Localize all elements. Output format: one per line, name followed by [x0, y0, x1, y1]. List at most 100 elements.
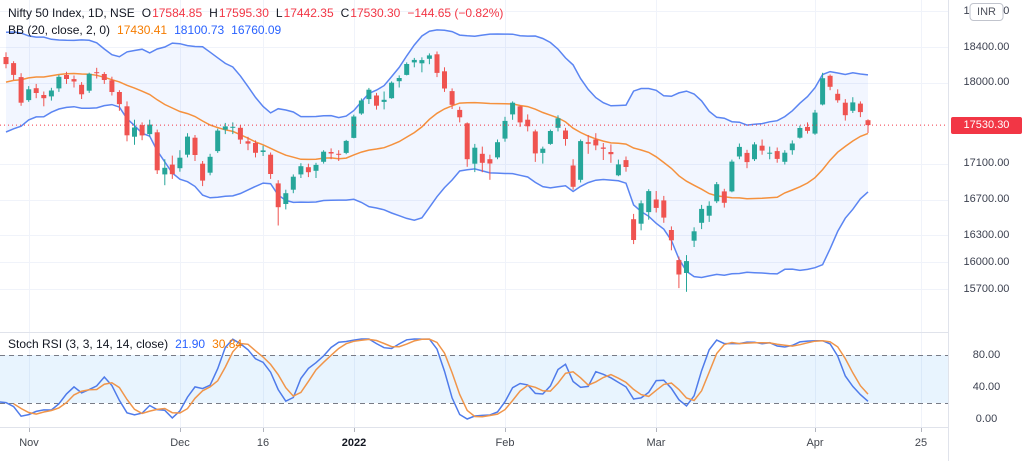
- time-axis-label: 16: [256, 437, 270, 449]
- time-axis-label: Dec: [170, 437, 190, 449]
- candle-body: [774, 151, 780, 159]
- candle-body: [434, 54, 440, 73]
- candle-body: [525, 119, 531, 127]
- candle-body: [139, 125, 145, 136]
- candle-body: [449, 91, 455, 105]
- time-axis-divider: [0, 427, 1024, 428]
- candle-body: [623, 160, 629, 167]
- stoch-k-line: [0, 338, 869, 420]
- candle-body: [547, 131, 553, 144]
- candle-body: [842, 102, 848, 116]
- candle-body: [510, 102, 516, 115]
- candle-body: [260, 150, 266, 152]
- candle-wick: [421, 57, 423, 73]
- candle-body: [101, 74, 107, 80]
- candle-body: [517, 106, 523, 123]
- candle-body: [578, 141, 584, 180]
- candle-body: [94, 72, 100, 74]
- main-chart-pane[interactable]: [0, 0, 948, 332]
- time-axis-tick: [656, 428, 657, 432]
- stoch-band-fill: [0, 355, 948, 403]
- candle-body: [290, 176, 296, 190]
- candle-body: [192, 137, 198, 155]
- price-axis[interactable]: INR 17530.30 18800.0018400.0018000.00171…: [949, 0, 1024, 461]
- currency-toggle-button[interactable]: INR: [969, 3, 1004, 21]
- symbol-title[interactable]: Nifty 50 Index, 1D, NSE: [8, 6, 135, 20]
- candle-body: [109, 80, 115, 92]
- candle-wick: [542, 146, 544, 164]
- candle-body: [585, 142, 591, 144]
- stoch-rsi-label[interactable]: Stoch RSI (3, 3, 14, 14, close): [8, 337, 169, 351]
- bb-upper-value: 18100.73: [174, 23, 225, 37]
- candle-body: [200, 163, 206, 181]
- candle-body: [336, 153, 342, 155]
- candle-body: [313, 164, 319, 171]
- candle-body: [351, 116, 357, 138]
- last-price-badge: 17530.30: [951, 117, 1022, 134]
- candle-body: [411, 59, 417, 63]
- candle-body: [729, 161, 735, 192]
- candle-body: [177, 157, 183, 169]
- candle-body: [646, 191, 652, 213]
- time-axis-tick: [180, 428, 181, 432]
- candle-body: [797, 128, 803, 138]
- candle-body: [661, 200, 667, 218]
- time-axis-tick: [505, 428, 506, 432]
- symbol-legend-row: Nifty 50 Index, 1D, NSE O 17584.85 H 17595…: [8, 6, 503, 20]
- close-value: 17530.30: [350, 6, 401, 20]
- candle-wick: [867, 119, 869, 133]
- candle-body: [714, 184, 720, 202]
- time-axis-label: Nov: [19, 437, 39, 449]
- candle-body: [358, 100, 364, 114]
- time-axis-tick: [29, 428, 30, 432]
- candle-body: [154, 132, 160, 171]
- time-axis-label: Mar: [646, 437, 666, 449]
- time-axis-tick: [815, 428, 816, 432]
- candle-body: [820, 78, 826, 105]
- candle-body: [850, 102, 856, 111]
- candle-body: [608, 152, 614, 155]
- ohlc-open: O 17584.85: [141, 6, 203, 20]
- price-axis-label: 17100.00: [963, 157, 1010, 169]
- candle-body: [116, 92, 122, 105]
- candle-body: [638, 203, 644, 224]
- candle-body: [805, 126, 810, 131]
- bollinger-upper-line: [5, 29, 869, 126]
- candle-body: [366, 89, 372, 100]
- candle-body: [668, 230, 674, 241]
- candle-body: [283, 193, 289, 204]
- candle-body: [162, 167, 168, 175]
- candle-body: [812, 112, 818, 134]
- candle-body: [540, 148, 546, 153]
- candle-body: [275, 183, 281, 208]
- candle-body: [396, 78, 402, 82]
- bb-basis-value: 17430.41: [117, 23, 168, 37]
- candle-body: [404, 64, 410, 75]
- candle-body: [706, 205, 712, 216]
- candle-body: [48, 90, 54, 97]
- candle-body: [33, 88, 39, 93]
- candle-body: [215, 130, 221, 152]
- candle-wick: [43, 91, 45, 107]
- price-axis-label: 16000.00: [963, 256, 1010, 268]
- change-value: −144.65 (−0.82%): [407, 6, 504, 20]
- pane-divider[interactable]: [0, 332, 1024, 333]
- stoch-d-value: 30.84: [212, 337, 243, 351]
- candle-body: [532, 131, 538, 154]
- candle-body: [691, 231, 697, 241]
- stoch-axis-label: 0.00: [975, 413, 998, 425]
- price-axis-label: 16700.00: [963, 193, 1010, 205]
- candle-body: [305, 167, 311, 173]
- candle-body: [857, 103, 863, 113]
- candle-body: [18, 77, 24, 103]
- candle-body: [207, 156, 213, 173]
- candle-body: [222, 126, 228, 130]
- high-value: 17595.30: [218, 6, 269, 20]
- candle-body: [472, 147, 478, 164]
- candle-body: [26, 89, 32, 101]
- candle-body: [132, 127, 137, 137]
- bb-label[interactable]: BB (20, close, 2, 0): [8, 23, 111, 37]
- candle-body: [767, 152, 773, 154]
- time-axis[interactable]: Nov Dec 16 2022 Feb Mar Apr 25: [0, 428, 948, 461]
